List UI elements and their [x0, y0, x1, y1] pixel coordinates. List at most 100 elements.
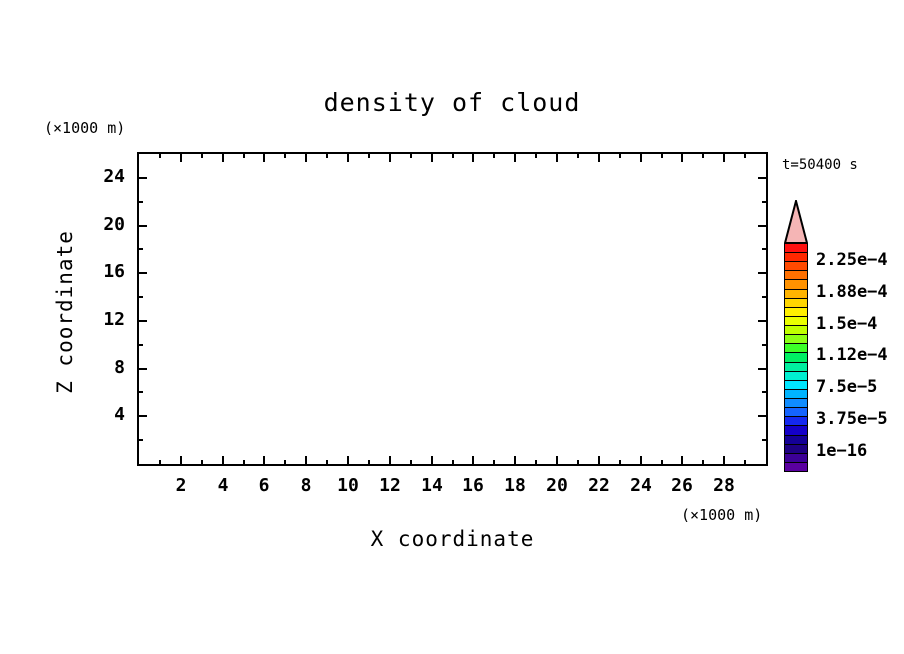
- y-tick-major-right: [758, 368, 768, 370]
- y-tick-minor: [137, 248, 143, 250]
- x-tick-major: [640, 456, 642, 466]
- y-tick-label: 16: [103, 261, 125, 282]
- x-tick-minor-top: [243, 152, 245, 158]
- x-tick-minor: [744, 460, 746, 466]
- x-tick-minor-top: [744, 152, 746, 158]
- x-tick-minor: [243, 460, 245, 466]
- x-tick-minor-top: [452, 152, 454, 158]
- x-tick-minor: [452, 460, 454, 466]
- x-tick-major: [389, 456, 391, 466]
- x-tick-major-top: [514, 152, 516, 162]
- x-tick-major: [723, 456, 725, 466]
- x-tick-major-top: [263, 152, 265, 162]
- colorbar-tick-label: 1.88e−4: [816, 281, 888, 302]
- colorbar-tick-label: 7.5e−5: [816, 377, 878, 398]
- x-tick-minor-top: [577, 152, 579, 158]
- x-tick-label: 22: [588, 475, 610, 496]
- x-tick-label: 26: [671, 475, 693, 496]
- x-tick-minor: [368, 460, 370, 466]
- x-tick-minor: [661, 460, 663, 466]
- y-tick-major-right: [758, 177, 768, 179]
- x-tick-minor-top: [493, 152, 495, 158]
- y-tick-label: 8: [114, 357, 125, 378]
- y-tick-minor-right: [762, 344, 768, 346]
- y-axis-title: Z coordinate: [53, 230, 77, 394]
- x-tick-major-top: [347, 152, 349, 162]
- colorbar-tick-label: 1.12e−4: [816, 345, 888, 366]
- x-tick-minor-top: [368, 152, 370, 158]
- y-tick-major: [137, 177, 147, 179]
- x-tick-major: [514, 456, 516, 466]
- x-tick-major: [222, 456, 224, 466]
- time-annotation: t=50400 s: [782, 157, 858, 173]
- colorbar-tick-label: 3.75e−5: [816, 408, 888, 429]
- y-tick-major-right: [758, 320, 768, 322]
- y-tick-minor-right: [762, 439, 768, 441]
- x-tick-minor: [535, 460, 537, 466]
- y-tick-minor-right: [762, 296, 768, 298]
- x-tick-label: 2: [175, 475, 187, 496]
- x-tick-major-top: [222, 152, 224, 162]
- y-tick-label: 20: [103, 214, 125, 235]
- x-tick-label: 6: [258, 475, 270, 496]
- x-tick-label: 14: [421, 475, 443, 496]
- x-tick-minor-top: [326, 152, 328, 158]
- colorbar[interactable]: [784, 243, 808, 472]
- x-tick-minor: [577, 460, 579, 466]
- x-axis-unit-label: (×1000 m): [681, 506, 763, 524]
- x-tick-minor-top: [661, 152, 663, 158]
- x-tick-minor: [159, 460, 161, 466]
- y-tick-minor-right: [762, 201, 768, 203]
- x-tick-label: 4: [217, 475, 229, 496]
- x-tick-minor-top: [702, 152, 704, 158]
- x-tick-major-top: [305, 152, 307, 162]
- x-tick-label: 16: [462, 475, 484, 496]
- colorbar-tick-label: 2.25e−4: [816, 250, 888, 271]
- x-tick-minor-top: [159, 152, 161, 158]
- x-tick-major: [681, 456, 683, 466]
- x-tick-minor: [201, 460, 203, 466]
- colorbar-tick-label: 1e−16: [816, 440, 868, 461]
- x-tick-minor-top: [284, 152, 286, 158]
- x-tick-major-top: [681, 152, 683, 162]
- colorbar-overflow-arrow: [783, 197, 809, 244]
- x-tick-major-top: [598, 152, 600, 162]
- y-tick-minor: [137, 391, 143, 393]
- x-tick-minor: [702, 460, 704, 466]
- x-tick-major-top: [472, 152, 474, 162]
- plot-frame: [137, 152, 768, 466]
- y-axis-unit-label: (×1000 m): [44, 119, 126, 137]
- x-tick-major-top: [556, 152, 558, 162]
- x-tick-minor: [284, 460, 286, 466]
- x-tick-label: 10: [337, 475, 359, 496]
- y-tick-minor: [137, 344, 143, 346]
- y-tick-label: 24: [103, 166, 125, 187]
- y-tick-major: [137, 368, 147, 370]
- x-tick-major: [556, 456, 558, 466]
- page-title: density of cloud: [323, 88, 581, 117]
- x-tick-major-top: [389, 152, 391, 162]
- x-tick-minor: [493, 460, 495, 466]
- x-tick-major-top: [640, 152, 642, 162]
- y-tick-major: [137, 225, 147, 227]
- x-tick-label: 12: [379, 475, 401, 496]
- x-tick-major-top: [431, 152, 433, 162]
- x-tick-major: [180, 456, 182, 466]
- colorbar-tick-label: 1.5e−4: [816, 313, 878, 334]
- y-tick-major-right: [758, 272, 768, 274]
- y-tick-minor: [137, 439, 143, 441]
- x-tick-minor-top: [410, 152, 412, 158]
- x-tick-major: [431, 456, 433, 466]
- x-tick-major: [263, 456, 265, 466]
- x-tick-minor-top: [201, 152, 203, 158]
- x-tick-major: [305, 456, 307, 466]
- x-tick-minor: [326, 460, 328, 466]
- y-tick-major: [137, 272, 147, 274]
- x-tick-minor-top: [535, 152, 537, 158]
- y-tick-label: 12: [103, 309, 125, 330]
- x-tick-minor-top: [619, 152, 621, 158]
- colorbar-band: [784, 461, 808, 472]
- x-tick-major-top: [180, 152, 182, 162]
- x-tick-minor: [619, 460, 621, 466]
